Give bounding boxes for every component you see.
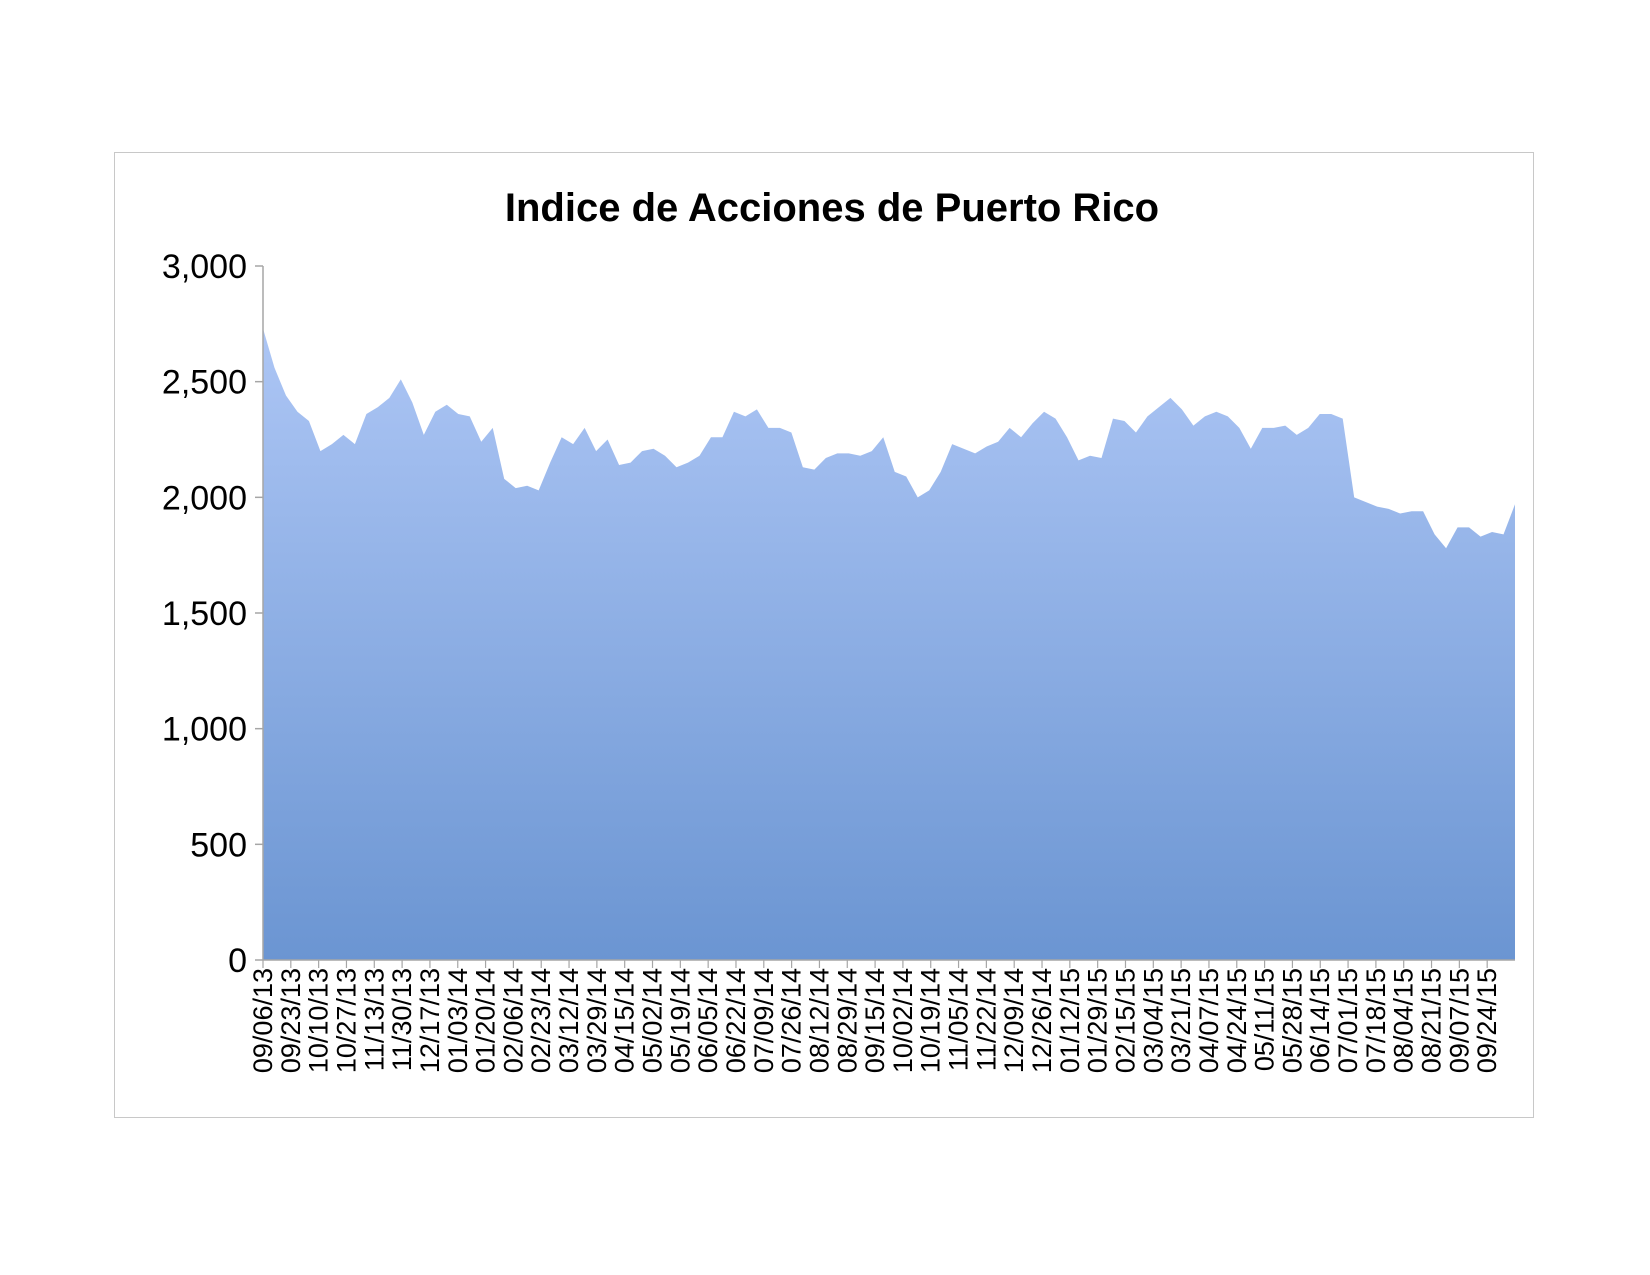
x-tick-label: 11/30/13 bbox=[387, 968, 417, 1071]
x-tick-label: 01/12/15 bbox=[1055, 968, 1085, 1073]
x-tick-label: 06/05/14 bbox=[693, 968, 723, 1073]
x-tick-label: 07/26/14 bbox=[777, 968, 807, 1073]
x-tick-label: 03/29/14 bbox=[582, 968, 612, 1073]
x-tick-label: 07/18/15 bbox=[1361, 968, 1391, 1073]
x-tick-label: 12/17/13 bbox=[415, 968, 445, 1073]
chart-frame: Indice de Acciones de Puerto Rico 0 500 1,… bbox=[114, 152, 1534, 1118]
x-tick-label: 02/15/15 bbox=[1110, 968, 1140, 1073]
x-tick-label: 08/04/15 bbox=[1389, 968, 1419, 1073]
x-tick-label: 02/06/14 bbox=[498, 968, 528, 1073]
x-tick-label: 09/06/13 bbox=[248, 968, 278, 1073]
x-tick-label: 11/13/13 bbox=[359, 968, 389, 1071]
x-tick-label: 10/19/14 bbox=[916, 968, 946, 1073]
x-tick-label: 06/22/14 bbox=[721, 968, 751, 1073]
x-tick-label: 05/19/14 bbox=[665, 968, 695, 1073]
x-tick-label: 03/12/14 bbox=[554, 968, 584, 1073]
x-tick-label: 05/11/15 bbox=[1250, 968, 1280, 1071]
x-tick-label: 01/29/15 bbox=[1083, 968, 1113, 1073]
y-tick-label: 2,500 bbox=[162, 364, 247, 402]
area-series bbox=[263, 328, 1515, 960]
x-tick-label: 01/03/14 bbox=[443, 968, 473, 1073]
y-tick-label: 3,000 bbox=[162, 248, 247, 286]
x-tick-label: 05/02/14 bbox=[638, 968, 668, 1073]
x-tick-label: 12/09/14 bbox=[999, 968, 1029, 1073]
y-tick-label: 500 bbox=[190, 826, 247, 864]
plot-area: 05001,0001,5002,0002,5003,00009/06/1309/… bbox=[162, 248, 1515, 1073]
x-tick-label: 10/27/13 bbox=[331, 968, 361, 1073]
y-tick-label: 2,000 bbox=[162, 479, 247, 517]
x-tick-label: 05/28/15 bbox=[1277, 968, 1307, 1073]
y-tick-label: 0 bbox=[228, 942, 247, 980]
x-tick-label: 11/22/14 bbox=[971, 968, 1001, 1071]
x-tick-label: 06/14/15 bbox=[1305, 968, 1335, 1073]
x-tick-label: 01/20/14 bbox=[471, 968, 501, 1073]
x-tick-label: 04/24/15 bbox=[1222, 968, 1252, 1073]
x-tick-label: 09/23/13 bbox=[276, 968, 306, 1073]
x-tick-label: 03/21/15 bbox=[1166, 968, 1196, 1073]
x-tick-label: 09/07/15 bbox=[1444, 968, 1474, 1073]
x-tick-label: 04/07/15 bbox=[1194, 968, 1224, 1073]
x-tick-label: 12/26/14 bbox=[1027, 968, 1057, 1073]
x-tick-label: 11/05/14 bbox=[944, 968, 974, 1071]
y-tick-label: 1,500 bbox=[162, 595, 247, 633]
x-tick-label: 10/02/14 bbox=[888, 968, 918, 1073]
x-tick-label: 08/12/14 bbox=[804, 968, 834, 1073]
x-tick-label: 09/15/14 bbox=[860, 968, 890, 1073]
x-tick-label: 09/24/15 bbox=[1472, 968, 1502, 1073]
x-tick-label: 07/09/14 bbox=[749, 968, 779, 1073]
y-tick-label: 1,000 bbox=[162, 711, 247, 749]
x-tick-label: 02/23/14 bbox=[526, 968, 556, 1073]
chart-title: Indice de Acciones de Puerto Rico bbox=[505, 186, 1159, 230]
x-tick-label: 07/01/15 bbox=[1333, 968, 1363, 1073]
x-tick-label: 08/21/15 bbox=[1417, 968, 1447, 1073]
area-chart: Indice de Acciones de Puerto Rico 0 500 1,… bbox=[162, 186, 1515, 1073]
x-tick-label: 03/04/15 bbox=[1138, 968, 1168, 1073]
x-tick-label: 04/15/14 bbox=[610, 968, 640, 1073]
x-tick-label: 10/10/13 bbox=[304, 968, 334, 1073]
x-tick-label: 08/29/14 bbox=[832, 968, 862, 1073]
